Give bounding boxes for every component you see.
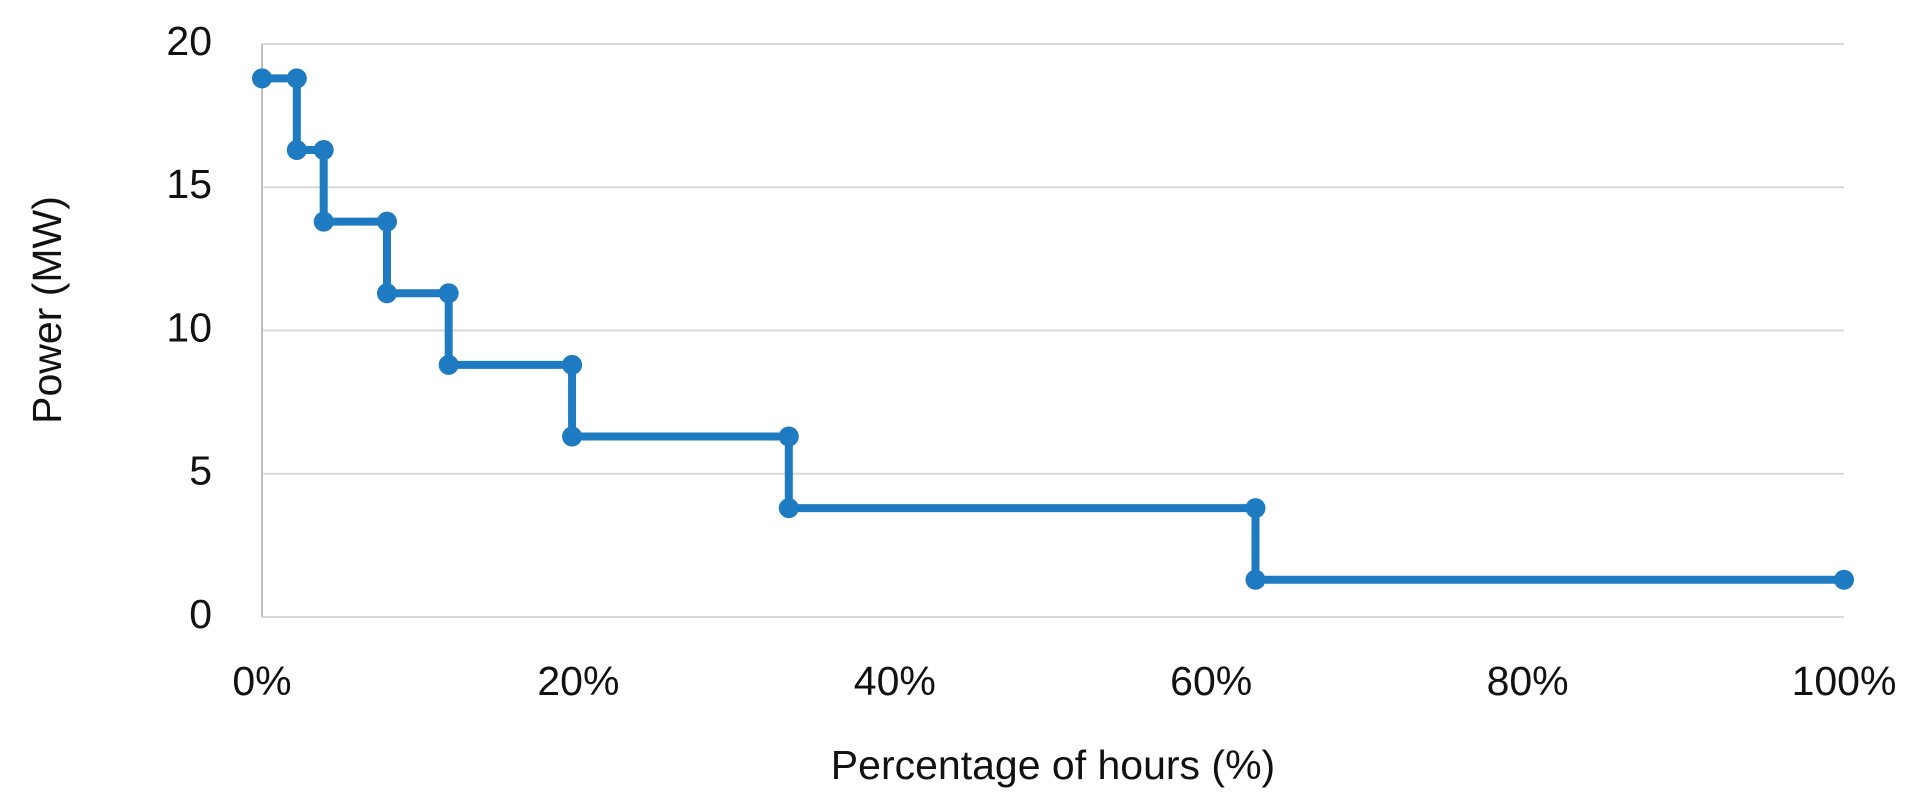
x-tick-label: 40% xyxy=(854,658,936,704)
x-tick-label: 100% xyxy=(1792,658,1897,704)
y-tick-label: 5 xyxy=(189,448,212,494)
marker xyxy=(286,68,307,89)
marker xyxy=(1245,498,1266,519)
marker xyxy=(313,211,334,232)
marker xyxy=(778,426,799,447)
x-axis-title: Percentage of hours (%) xyxy=(831,742,1275,788)
x-tick-label: 20% xyxy=(537,658,619,704)
marker xyxy=(252,68,272,89)
marker xyxy=(376,283,397,304)
marker xyxy=(778,498,799,519)
marker xyxy=(438,354,459,375)
marker xyxy=(562,354,583,375)
line xyxy=(262,74,1844,584)
marker xyxy=(1245,569,1266,590)
y-tick-label: 0 xyxy=(189,591,212,637)
marker xyxy=(438,283,459,304)
marker xyxy=(562,426,583,447)
y-tick-label: 10 xyxy=(166,304,212,350)
y-tick-label: 20 xyxy=(166,18,212,64)
x-tick-label: 80% xyxy=(1487,658,1569,704)
marker xyxy=(376,211,397,232)
y-tick-label: 15 xyxy=(166,161,212,207)
x-tick-label: 0% xyxy=(232,658,291,704)
marker xyxy=(313,140,334,161)
marker xyxy=(1834,569,1854,590)
x-tick-label: 60% xyxy=(1170,658,1252,704)
marker xyxy=(286,140,307,161)
y-axis-title: Power (MW) xyxy=(24,196,70,424)
